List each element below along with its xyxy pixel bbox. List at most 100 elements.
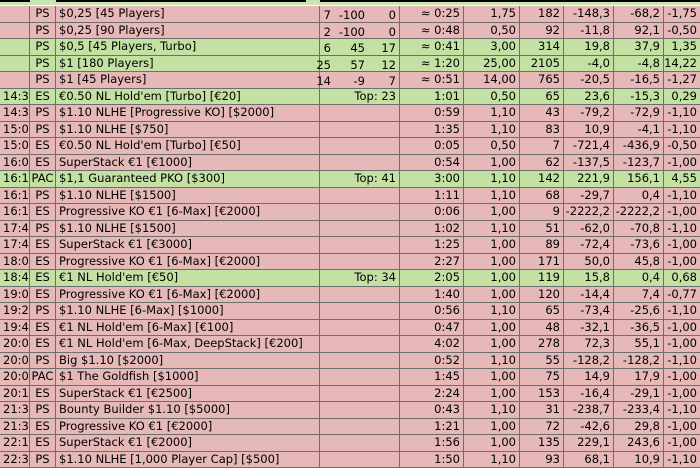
- value2-cell[interactable]: -4,8: [614, 55, 664, 72]
- site-cell[interactable]: PS: [30, 352, 56, 369]
- tournament-name-cell[interactable]: €1 NL Hold'em [€50]: [56, 270, 320, 287]
- value3-cell[interactable]: 14,22: [664, 56, 700, 72]
- duration-cell[interactable]: ≈ 0:51: [400, 72, 464, 89]
- value3-cell[interactable]: -1,00: [664, 386, 700, 402]
- buyin-cell[interactable]: 1,00: [464, 336, 520, 353]
- players-cell[interactable]: 51: [520, 220, 564, 237]
- stats-cell[interactable]: Top: 23: [320, 88, 400, 105]
- site-cell[interactable]: PAC: [30, 369, 56, 386]
- time-cell[interactable]: [0, 72, 30, 89]
- tournament-name-cell[interactable]: €1 NL Hold'em [6-Max] [€100]: [56, 319, 320, 336]
- site-cell[interactable]: PS: [30, 105, 56, 122]
- buyin-cell[interactable]: 1,10: [464, 187, 520, 204]
- time-cell[interactable]: 19:25: [0, 303, 30, 320]
- value3-cell[interactable]: -1,75: [664, 6, 700, 23]
- tournament-name-cell[interactable]: SuperStack €1 [€2500]: [56, 385, 320, 402]
- site-cell[interactable]: PS: [30, 402, 56, 419]
- value3-cell[interactable]: -1,27: [664, 72, 700, 89]
- value3-cell[interactable]: -1,00: [664, 336, 700, 353]
- duration-cell[interactable]: 1:11: [400, 187, 464, 204]
- time-cell[interactable]: 16:15: [0, 171, 30, 188]
- players-cell[interactable]: 142: [520, 171, 564, 188]
- time-cell[interactable]: 20:00: [0, 336, 30, 353]
- site-cell[interactable]: PS: [30, 72, 56, 89]
- duration-cell[interactable]: 1:56: [400, 435, 464, 452]
- value1-cell[interactable]: -11,8: [564, 22, 614, 39]
- buyin-cell[interactable]: 1,00: [464, 204, 520, 221]
- time-cell[interactable]: 15:05: [0, 138, 30, 155]
- time-cell[interactable]: 17:45: [0, 237, 30, 254]
- stats-cell[interactable]: 14 -9 7: [298, 72, 400, 89]
- duration-cell[interactable]: ≈ 0:25: [400, 6, 464, 23]
- stats-cell[interactable]: [298, 220, 400, 237]
- tournament-name-cell[interactable]: $1.10 NLHE [$1500]: [56, 220, 320, 237]
- value1-cell[interactable]: -14,4: [564, 286, 614, 303]
- stats-cell[interactable]: [298, 303, 400, 320]
- value1-cell[interactable]: -128,2: [564, 352, 614, 369]
- site-cell[interactable]: ES: [30, 435, 56, 452]
- tournament-name-cell[interactable]: $0,5 [45 Players, Turbo]: [56, 39, 320, 56]
- players-cell[interactable]: 72: [520, 418, 564, 435]
- value3-cell[interactable]: -1,00: [664, 254, 700, 270]
- buyin-cell[interactable]: 1,00: [464, 154, 520, 171]
- stats-cell[interactable]: [298, 121, 400, 138]
- value3-cell[interactable]: -1,00: [664, 204, 700, 221]
- time-cell[interactable]: 18:40: [0, 270, 30, 287]
- duration-cell[interactable]: 1:01: [400, 88, 464, 105]
- value2-cell[interactable]: 29,8: [614, 418, 664, 435]
- value2-cell[interactable]: 243,6: [614, 435, 664, 452]
- value1-cell[interactable]: 229,1: [564, 435, 614, 452]
- tournament-name-cell[interactable]: $1.10 NLHE [Progressive KO] [$2000]: [56, 105, 320, 122]
- value1-cell[interactable]: -20,5: [564, 72, 614, 89]
- duration-cell[interactable]: 0:54: [400, 154, 464, 171]
- stats-cell[interactable]: [298, 204, 400, 221]
- value1-cell[interactable]: -29,7: [564, 187, 614, 204]
- players-cell[interactable]: 48: [520, 319, 564, 336]
- site-cell[interactable]: ES: [30, 418, 56, 435]
- duration-cell[interactable]: 3:00: [400, 171, 464, 188]
- players-cell[interactable]: 65: [520, 303, 564, 320]
- players-cell[interactable]: 765: [520, 72, 564, 89]
- tournament-name-cell[interactable]: Bounty Builder $1.10 [$5000]: [56, 402, 320, 419]
- tournament-name-cell[interactable]: €0.50 NL Hold'em [Turbo] [€20]: [56, 88, 320, 105]
- time-cell[interactable]: 16:00: [0, 154, 30, 171]
- value2-cell[interactable]: -72,9: [614, 105, 664, 122]
- players-cell[interactable]: 135: [520, 435, 564, 452]
- duration-cell[interactable]: 4:02: [400, 336, 464, 353]
- buyin-cell[interactable]: 1,00: [464, 253, 520, 270]
- stats-cell[interactable]: 6 45 17: [298, 39, 400, 56]
- buyin-cell[interactable]: 14,00: [464, 72, 520, 89]
- site-cell[interactable]: PS: [30, 220, 56, 237]
- buyin-cell[interactable]: 1,10: [464, 451, 520, 468]
- site-cell[interactable]: PS: [30, 22, 56, 39]
- players-cell[interactable]: 120: [520, 286, 564, 303]
- players-cell[interactable]: 119: [520, 270, 564, 287]
- duration-cell[interactable]: 0:06: [400, 204, 464, 221]
- value1-cell[interactable]: 221,9: [564, 171, 614, 188]
- players-cell[interactable]: 43: [520, 105, 564, 122]
- time-cell[interactable]: 18:00: [0, 253, 30, 270]
- players-cell[interactable]: 31: [520, 402, 564, 419]
- value2-cell[interactable]: 7,4: [614, 286, 664, 303]
- value1-cell[interactable]: -137,5: [564, 154, 614, 171]
- value3-cell[interactable]: -0,77: [664, 287, 700, 303]
- value1-cell[interactable]: -16,4: [564, 385, 614, 402]
- value2-cell[interactable]: -15,3: [614, 88, 664, 105]
- duration-cell[interactable]: 1:35: [400, 121, 464, 138]
- site-cell[interactable]: ES: [30, 253, 56, 270]
- duration-cell[interactable]: 2:27: [400, 253, 464, 270]
- site-cell[interactable]: ES: [30, 336, 56, 353]
- stats-cell[interactable]: [298, 187, 400, 204]
- site-cell[interactable]: PS: [30, 39, 56, 56]
- duration-cell[interactable]: ≈ 0:48: [400, 22, 464, 39]
- value3-cell[interactable]: -0,50: [664, 23, 700, 39]
- time-cell[interactable]: 20:00: [0, 352, 30, 369]
- buyin-cell[interactable]: 1,10: [464, 352, 520, 369]
- value1-cell[interactable]: -72,4: [564, 237, 614, 254]
- value3-cell[interactable]: -1,00: [664, 369, 700, 386]
- tournament-name-cell[interactable]: SuperStack €1 [€3000]: [56, 237, 320, 254]
- players-cell[interactable]: 314: [520, 39, 564, 56]
- value1-cell[interactable]: 19,8: [564, 39, 614, 56]
- players-cell[interactable]: 83: [520, 121, 564, 138]
- value3-cell[interactable]: -1,10: [664, 303, 700, 320]
